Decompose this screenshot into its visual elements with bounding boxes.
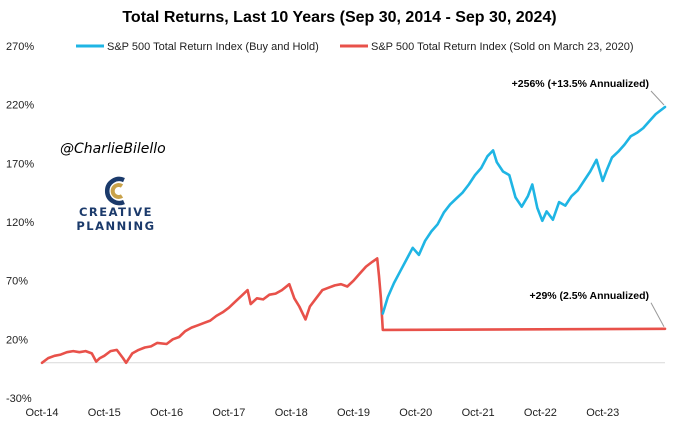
x-tick-label: Oct-18 — [275, 407, 308, 419]
twitter-handle: @CharlieBilello — [60, 141, 166, 157]
series-line-buy-hold — [381, 105, 667, 315]
series-line-sold — [40, 257, 667, 365]
y-tick-label: 220% — [6, 100, 34, 112]
annotation-sold: +29% (2.5% Annualized) — [529, 290, 649, 302]
series-layer — [40, 105, 667, 365]
y-tick-label: 170% — [6, 158, 34, 170]
brand-name-line2: PLANNING — [76, 219, 155, 233]
y-tick-label: 70% — [6, 276, 28, 288]
x-axis: Oct-14 Oct-15 Oct-16 Oct-17 Oct-18 Oct-19 Oct-… — [25, 407, 619, 419]
annotation-leader-buy-hold — [650, 90, 665, 106]
y-tick-label: 20% — [6, 334, 28, 346]
y-tick-label: 120% — [6, 217, 34, 229]
x-tick-label: Oct-19 — [337, 407, 370, 419]
annotation-buy-hold: +256% (+13.5% Annualized) — [512, 78, 649, 90]
x-tick-label: Oct-21 — [462, 407, 495, 419]
legend-label-buy-hold: S&P 500 Total Return Index (Buy and Hold… — [107, 41, 319, 53]
y-tick-label: 270% — [6, 41, 34, 53]
x-tick-label: Oct-23 — [586, 407, 619, 419]
y-tick-label: -30% — [6, 393, 32, 405]
x-tick-label: Oct-16 — [150, 407, 183, 419]
x-tick-label: Oct-14 — [25, 407, 58, 419]
legend: S&P 500 Total Return Index (Buy and Hold… — [76, 41, 634, 53]
creative-planning-logo-icon — [105, 176, 125, 206]
watermark: @CharlieBilello CREATIVE PLANNING — [60, 141, 166, 233]
chart-title: Total Returns, Last 10 Years (Sep 30, 20… — [122, 9, 556, 26]
x-tick-label: Oct-15 — [88, 407, 121, 419]
annotation-leader-sold — [650, 302, 665, 328]
y-axis: 270% 220% 170% 120% 70% 20% -30% — [6, 41, 34, 405]
x-tick-label: Oct-20 — [399, 407, 432, 419]
legend-label-sold: S&P 500 Total Return Index (Sold on Marc… — [371, 41, 634, 53]
brand-name-line1: CREATIVE — [79, 205, 153, 219]
annotations: +256% (+13.5% Annualized) +29% (2.5% Ann… — [512, 78, 665, 328]
x-tick-label: Oct-17 — [212, 407, 245, 419]
x-tick-label: Oct-22 — [524, 407, 557, 419]
